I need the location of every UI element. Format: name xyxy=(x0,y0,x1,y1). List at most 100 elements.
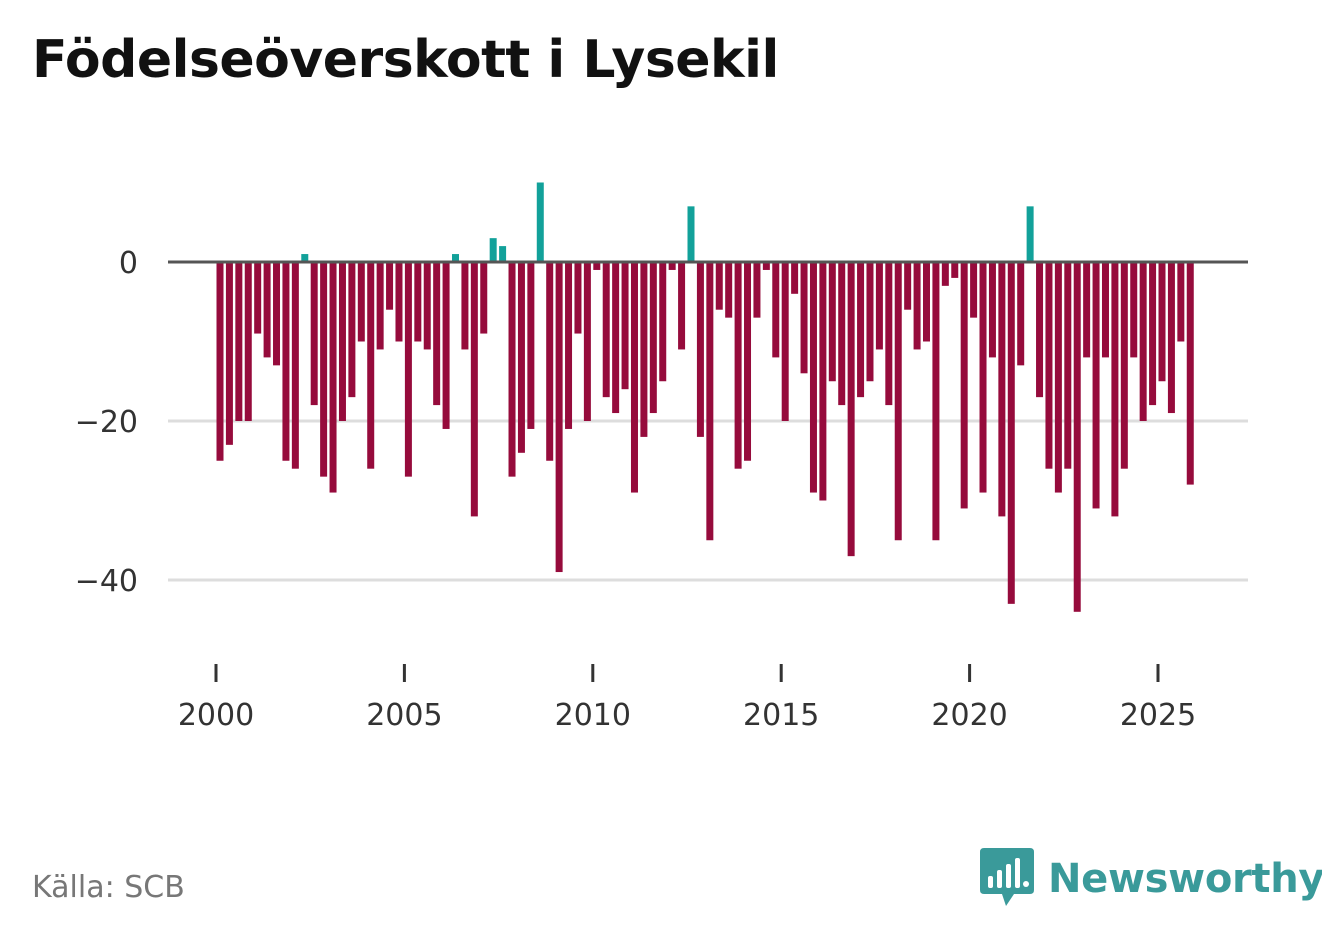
bar xyxy=(461,262,469,350)
bar xyxy=(301,254,309,262)
bar xyxy=(244,262,252,421)
bar xyxy=(781,262,789,421)
bar xyxy=(762,262,770,270)
bar xyxy=(480,262,488,334)
bar xyxy=(254,262,262,334)
bar xyxy=(508,262,516,477)
bar xyxy=(941,262,949,286)
bar xyxy=(1177,262,1185,342)
bar xyxy=(640,262,648,437)
bar xyxy=(885,262,893,406)
bar xyxy=(875,262,883,350)
bar xyxy=(819,262,827,501)
bar xyxy=(235,262,243,421)
bar xyxy=(649,262,657,414)
bar xyxy=(1111,262,1119,517)
bar xyxy=(744,262,752,461)
bar xyxy=(1139,262,1147,421)
bar xyxy=(291,262,299,469)
bar xyxy=(979,262,987,493)
bar xyxy=(998,262,1006,517)
bar xyxy=(574,262,582,334)
bar xyxy=(1017,262,1025,366)
bar xyxy=(583,262,591,421)
bar xyxy=(1149,262,1157,406)
bar xyxy=(423,262,431,350)
bar xyxy=(282,262,290,461)
bar xyxy=(1036,262,1044,398)
bar xyxy=(772,262,780,358)
bar xyxy=(395,262,403,342)
bar xyxy=(1120,262,1128,469)
brand-name: Newsworthy xyxy=(1048,856,1322,902)
bar xyxy=(536,182,544,262)
bar xyxy=(1130,262,1138,358)
bar xyxy=(828,262,836,382)
bar xyxy=(1186,262,1194,485)
bar xyxy=(348,262,356,398)
bar xyxy=(442,262,450,429)
bar xyxy=(225,262,233,445)
bar xyxy=(386,262,394,310)
x-tick-label: 2005 xyxy=(366,698,442,733)
bar xyxy=(659,262,667,382)
bar xyxy=(555,262,563,573)
x-tick-label: 2000 xyxy=(178,698,254,733)
bar xyxy=(1054,262,1062,493)
bar xyxy=(932,262,940,541)
brand-logo[interactable]: Newsworthy xyxy=(980,848,1322,910)
bar xyxy=(951,262,959,278)
bar xyxy=(329,262,337,493)
bar xyxy=(668,262,676,270)
x-tick-label: 2015 xyxy=(743,698,819,733)
bar xyxy=(1092,262,1100,509)
y-tick-label: −20 xyxy=(75,405,138,440)
bar xyxy=(367,262,375,469)
bar xyxy=(988,262,996,358)
bar xyxy=(725,262,733,318)
x-tick-label: 2025 xyxy=(1120,698,1196,733)
bar xyxy=(1101,262,1109,358)
bar xyxy=(489,238,497,262)
bar xyxy=(715,262,723,310)
bar xyxy=(621,262,629,390)
bar xyxy=(414,262,422,342)
bar xyxy=(593,262,601,270)
bar xyxy=(960,262,968,509)
bar xyxy=(404,262,412,477)
bar xyxy=(809,262,817,493)
bar xyxy=(1064,262,1072,469)
bar xyxy=(1007,262,1015,604)
bar xyxy=(452,254,459,262)
bar xyxy=(433,262,441,406)
bar xyxy=(894,262,902,541)
source-label: Källa: SCB xyxy=(32,870,185,905)
bar xyxy=(338,262,346,421)
bar xyxy=(1045,262,1053,469)
bar xyxy=(527,262,535,429)
bar xyxy=(1158,262,1166,382)
bar xyxy=(273,262,281,366)
bar xyxy=(838,262,846,406)
bar xyxy=(216,262,224,461)
bar-chart-logo-icon xyxy=(980,848,1034,906)
bar xyxy=(1083,262,1091,358)
y-tick-label: −40 xyxy=(75,564,138,599)
chart-title: Födelseöverskott i Lysekil xyxy=(32,30,779,90)
bar xyxy=(970,262,978,318)
bar xyxy=(734,262,742,469)
bar xyxy=(263,262,271,358)
bar xyxy=(1073,262,1081,612)
axes: 0 −20 −40 2000 2005 2010 2015 2020 2025 xyxy=(75,246,1248,733)
bar xyxy=(1167,262,1175,414)
bar xyxy=(687,206,695,262)
bar xyxy=(678,262,686,350)
bar xyxy=(357,262,365,342)
bar xyxy=(565,262,573,429)
bar xyxy=(857,262,865,398)
x-tick-label: 2010 xyxy=(555,698,631,733)
bar xyxy=(1026,206,1034,262)
bar xyxy=(696,262,704,437)
bar xyxy=(376,262,384,350)
